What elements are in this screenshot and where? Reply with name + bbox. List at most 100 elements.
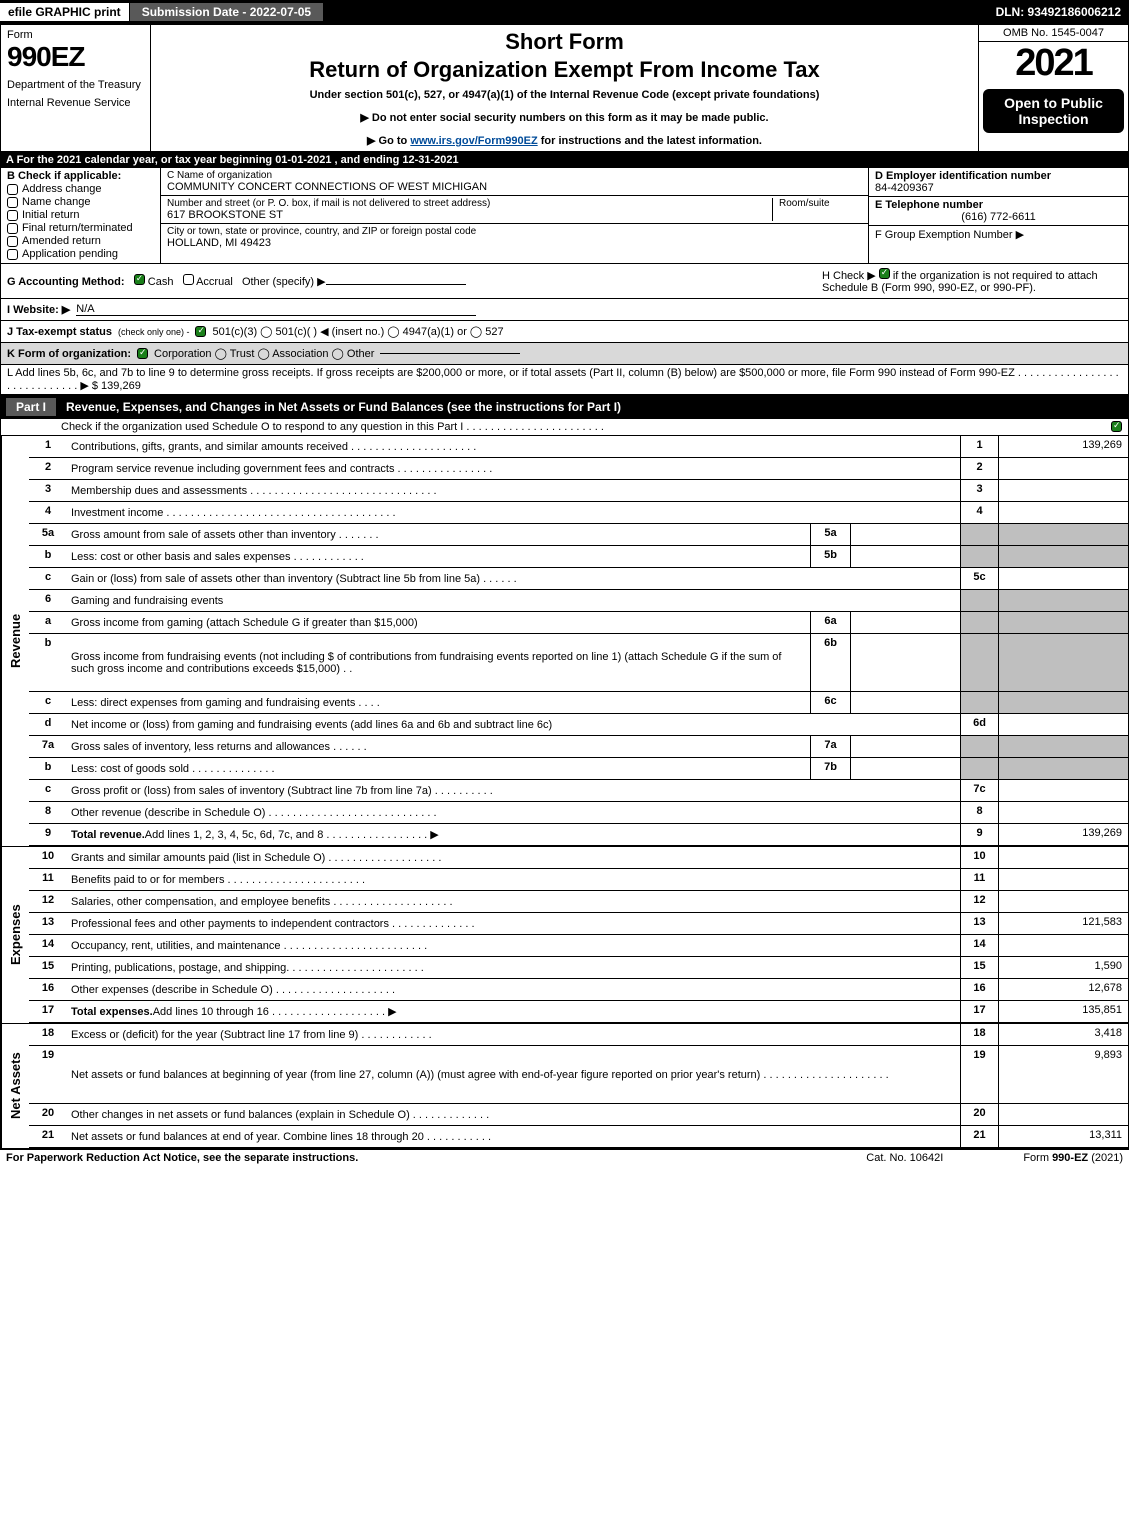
line-description: Less: cost of goods sold . . . . . . . .…	[67, 758, 810, 779]
line-description: Other revenue (describe in Schedule O) .…	[67, 802, 960, 823]
chk-corporation[interactable]	[137, 348, 148, 359]
dln-label: DLN: 93492186006212	[988, 3, 1129, 21]
city-label: City or town, state or province, country…	[167, 226, 862, 237]
line-row: 16Other expenses (describe in Schedule O…	[29, 979, 1128, 1001]
line-number: 6	[29, 590, 67, 611]
result-line-value	[998, 634, 1128, 691]
col-def: D Employer identification number 84-4209…	[868, 168, 1128, 263]
line-description: Investment income . . . . . . . . . . . …	[67, 502, 960, 523]
line-description: Other expenses (describe in Schedule O) …	[67, 979, 960, 1000]
chk-schedule-o[interactable]	[1111, 421, 1122, 432]
part-i-label: Part I	[6, 398, 56, 416]
line-description: Net assets or fund balances at beginning…	[67, 1046, 960, 1103]
top-bar: efile GRAPHIC print Submission Date - 20…	[0, 0, 1129, 24]
footer-form-ref: Form 990-EZ (2021)	[1023, 1152, 1123, 1164]
result-line-value	[998, 502, 1128, 523]
chk-address-change[interactable]	[7, 184, 18, 195]
j-label: J Tax-exempt status	[7, 326, 112, 338]
chk-cash[interactable]	[134, 274, 145, 285]
line-description: Program service revenue including govern…	[67, 458, 960, 479]
result-line-number: 15	[960, 957, 998, 978]
sub-line-number: 7b	[810, 758, 850, 779]
website-value: N/A	[76, 303, 476, 316]
line-row: 6Gaming and fundraising events	[29, 590, 1128, 612]
line-description: Net income or (loss) from gaming and fun…	[67, 714, 960, 735]
other-org-field[interactable]	[380, 353, 520, 354]
line-number: 16	[29, 979, 67, 1000]
result-line-number: 17	[960, 1001, 998, 1022]
efile-print-button[interactable]: efile GRAPHIC print	[0, 3, 129, 21]
line-row: 3Membership dues and assessments . . . .…	[29, 480, 1128, 502]
netassets-section: Net Assets 18Excess or (deficit) for the…	[0, 1023, 1129, 1149]
line-number: 20	[29, 1104, 67, 1125]
netassets-tab: Net Assets	[1, 1024, 29, 1148]
sub-line-value	[850, 736, 960, 757]
org-city: HOLLAND, MI 49423	[167, 237, 862, 249]
name-label: C Name of organization	[167, 170, 862, 181]
chk-501c3[interactable]	[195, 326, 206, 337]
result-line-number: 19	[960, 1046, 998, 1103]
tax-year: 2021	[979, 42, 1128, 85]
result-line-number: 14	[960, 935, 998, 956]
sub-line-number: 5b	[810, 546, 850, 567]
result-line-number	[960, 736, 998, 757]
chk-amended-return[interactable]	[7, 236, 18, 247]
line-number: 5a	[29, 524, 67, 545]
chk-accrual[interactable]	[183, 274, 194, 285]
line-row: 21Net assets or fund balances at end of …	[29, 1126, 1128, 1148]
short-form-title: Short Form	[505, 29, 624, 55]
line-row: bGross income from fundraising events (n…	[29, 634, 1128, 692]
line-description: Gross sales of inventory, less returns a…	[67, 736, 810, 757]
line-number: 19	[29, 1046, 67, 1103]
result-line-number: 18	[960, 1024, 998, 1045]
chk-initial-return[interactable]	[7, 210, 18, 221]
form-number: 990EZ	[7, 41, 144, 73]
omb-number: OMB No. 1545-0047	[979, 25, 1128, 42]
result-line-value	[998, 568, 1128, 589]
open-public-badge: Open to Public Inspection	[983, 89, 1124, 133]
result-line-value	[998, 780, 1128, 801]
line-number: 3	[29, 480, 67, 501]
group-exemption-label: F Group Exemption Number ▶	[875, 228, 1122, 241]
sub-line-value	[850, 612, 960, 633]
chk-application-pending[interactable]	[7, 249, 18, 260]
chk-schedule-b[interactable]	[879, 268, 890, 279]
result-line-number: 8	[960, 802, 998, 823]
line-description: Less: direct expenses from gaming and fu…	[67, 692, 810, 713]
k-label: K Form of organization:	[7, 348, 131, 360]
revenue-tab: Revenue	[1, 436, 29, 846]
line-row: cLess: direct expenses from gaming and f…	[29, 692, 1128, 714]
line-number: a	[29, 612, 67, 633]
line-number: 4	[29, 502, 67, 523]
subtitle: Under section 501(c), 527, or 4947(a)(1)…	[310, 89, 820, 101]
chk-name-change[interactable]	[7, 197, 18, 208]
line-row: dNet income or (loss) from gaming and fu…	[29, 714, 1128, 736]
result-line-number: 12	[960, 891, 998, 912]
result-line-value: 9,893	[998, 1046, 1128, 1103]
line-row: bLess: cost of goods sold . . . . . . . …	[29, 758, 1128, 780]
line-row: 9Total revenue. Add lines 1, 2, 3, 4, 5c…	[29, 824, 1128, 846]
row-j-tax-exempt: J Tax-exempt status (check only one) - 5…	[0, 321, 1129, 343]
result-line-number: 13	[960, 913, 998, 934]
addr-label: Number and street (or P. O. box, if mail…	[167, 198, 772, 209]
line-description: Grants and similar amounts paid (list in…	[67, 847, 960, 868]
footer-cat-no: Cat. No. 10642I	[866, 1152, 943, 1164]
result-line-value	[998, 612, 1128, 633]
line-number: 15	[29, 957, 67, 978]
line-description: Occupancy, rent, utilities, and maintena…	[67, 935, 960, 956]
other-method-field[interactable]	[326, 284, 466, 285]
result-line-number: 2	[960, 458, 998, 479]
result-line-number	[960, 634, 998, 691]
col-c-org-info: C Name of organization COMMUNITY CONCERT…	[161, 168, 868, 263]
result-line-number: 21	[960, 1126, 998, 1147]
line-description: Total revenue. Add lines 1, 2, 3, 4, 5c,…	[67, 824, 960, 845]
sub-line-number: 6c	[810, 692, 850, 713]
result-line-value: 139,269	[998, 824, 1128, 845]
line-row: 13Professional fees and other payments t…	[29, 913, 1128, 935]
result-line-number	[960, 590, 998, 611]
org-address: 617 BROOKSTONE ST	[167, 209, 772, 221]
irs-link[interactable]: www.irs.gov/Form990EZ	[410, 135, 537, 147]
result-line-number	[960, 612, 998, 633]
part-i-title: Revenue, Expenses, and Changes in Net As…	[66, 400, 621, 414]
chk-final-return[interactable]	[7, 223, 18, 234]
